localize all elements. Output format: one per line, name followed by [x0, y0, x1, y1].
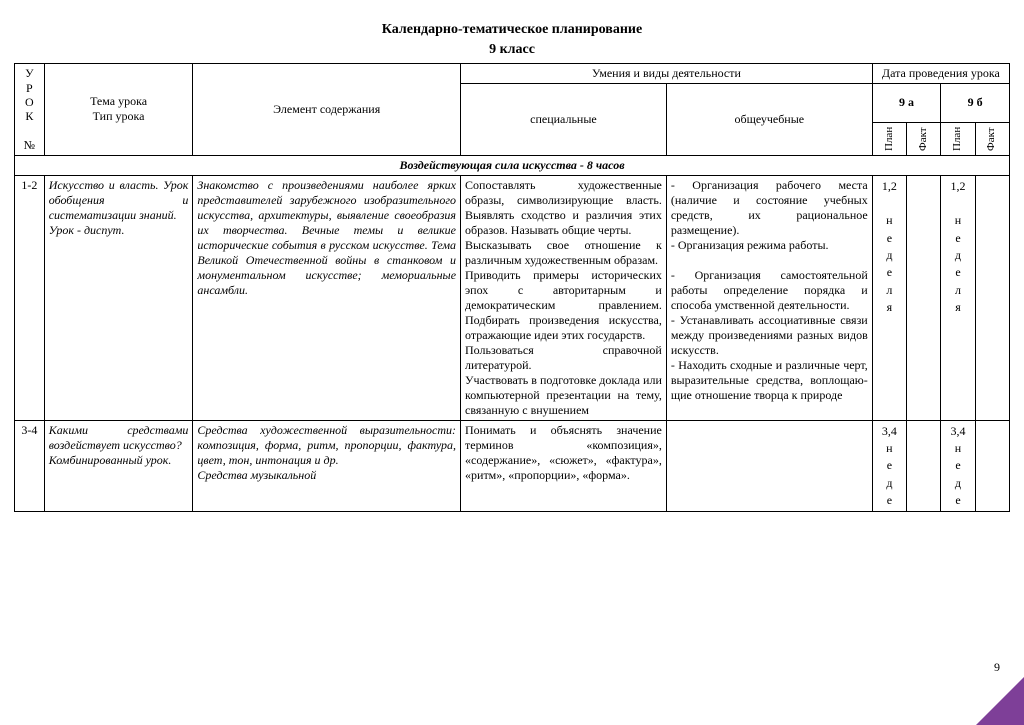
header-fact-b: Факт — [975, 122, 1009, 155]
header-general: общеучебные — [666, 84, 872, 155]
title-line2: 9 класс — [489, 42, 535, 57]
cell-fact-a — [907, 420, 941, 512]
header-topic: Тема урока Тип урока — [44, 64, 193, 155]
cell-fact-b — [975, 175, 1009, 420]
header-class-b: 9 б — [941, 84, 1010, 122]
cell-fact-b — [975, 420, 1009, 512]
cell-general: - Организация рабочего места (наличие и … — [666, 175, 872, 420]
header-special: специальные — [461, 84, 667, 155]
section-row-1: Воздействующая сила искусства - 8 часов — [15, 155, 1010, 175]
header-content: Элемент содержания — [193, 64, 461, 155]
cell-plan-b: 1,2 н е д е л я — [941, 175, 975, 420]
cell-content: Знакомство с произведениями наиболее ярк… — [193, 175, 461, 420]
cell-topic: Искусство и власть. Урок обобщения и сис… — [44, 175, 193, 420]
header-plan-b: План — [941, 122, 975, 155]
header-skills: Умения и виды деятельности — [461, 64, 873, 84]
cell-special: Сопоставлять художественные образы, симв… — [461, 175, 667, 420]
header-class-a: 9 а — [872, 84, 941, 122]
header-plan-a: План — [872, 122, 906, 155]
page-number: 9 — [994, 660, 1000, 675]
header-fact-a: Факт — [907, 122, 941, 155]
title-line1: Календарно-тематическое планирование — [382, 22, 642, 37]
cell-plan-a: 1,2 н е д е л я — [872, 175, 906, 420]
header-date: Дата проведения урока — [872, 64, 1009, 84]
table-row: 1-2 Искусство и власть. Урок обобщения и… — [15, 175, 1010, 420]
cell-content: Средства художественной выразительности:… — [193, 420, 461, 512]
cell-fact-a — [907, 175, 941, 420]
cell-special: Понимать и объяснять значение терминов «… — [461, 420, 667, 512]
page-corner-decoration — [976, 677, 1024, 725]
cell-num: 1-2 — [15, 175, 45, 420]
cell-num: 3-4 — [15, 420, 45, 512]
table-row: 3-4 Какими средствами воздействует искус… — [15, 420, 1010, 512]
doc-title: Календарно-тематическое планирование 9 к… — [14, 20, 1010, 59]
planning-table: У Р О К № Тема урока Тип урока Элемент с… — [14, 63, 1010, 512]
cell-plan-b: 3,4 н е д е — [941, 420, 975, 512]
cell-general — [666, 420, 872, 512]
cell-topic: Какими средствами воздействует искусство… — [44, 420, 193, 512]
cell-plan-a: 3,4 н е д е — [872, 420, 906, 512]
header-lesson-no: У Р О К № — [15, 64, 45, 155]
